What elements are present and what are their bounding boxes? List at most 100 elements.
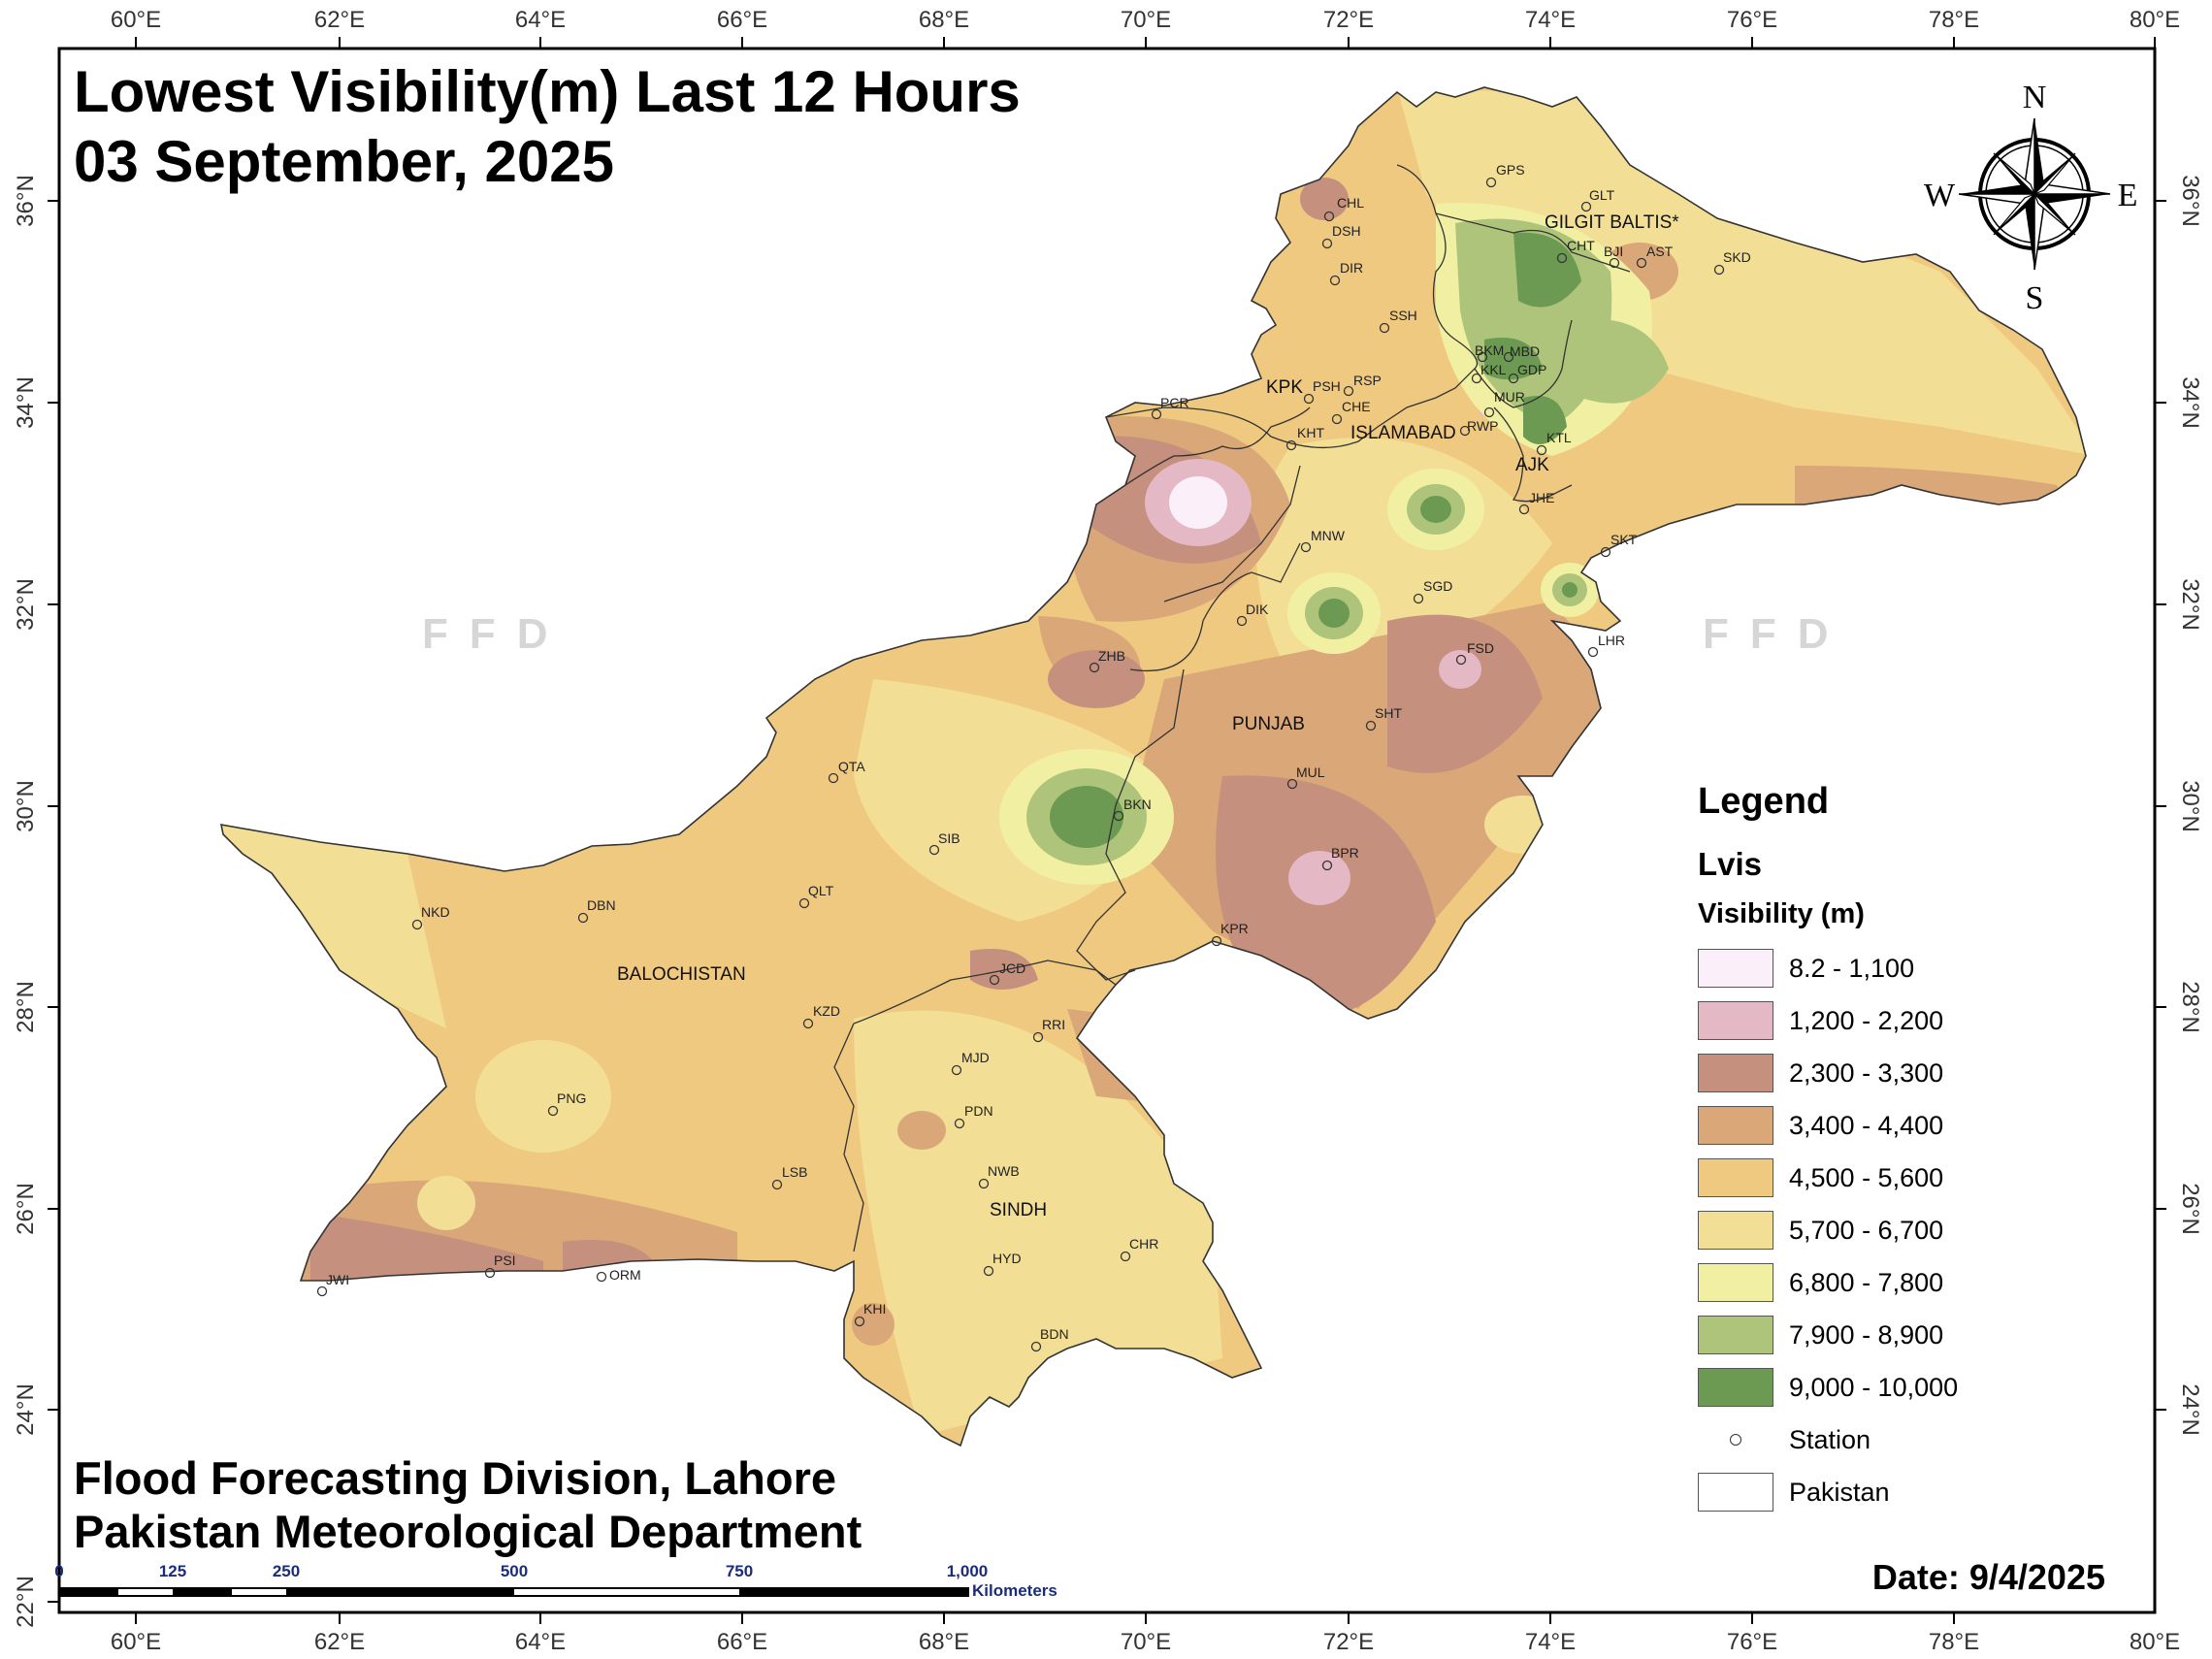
lat-tick: 26°N bbox=[13, 1183, 39, 1235]
lon-tick: 64°E bbox=[515, 7, 566, 33]
date-label: Date: 9/4/2025 bbox=[1871, 1557, 2105, 1597]
station-marker bbox=[951, 1064, 962, 1076]
station-marker bbox=[854, 1316, 865, 1327]
station-marker bbox=[1477, 351, 1488, 363]
lat-tick: 28°N bbox=[2177, 981, 2203, 1033]
scale-tick: 500 bbox=[501, 1562, 528, 1580]
station-label: RWP bbox=[1467, 418, 1498, 434]
station-label: DBN bbox=[587, 897, 616, 913]
station-label: BKM bbox=[1475, 342, 1504, 358]
station-label: MUL bbox=[1296, 764, 1325, 780]
compass-n: N bbox=[2023, 80, 2047, 115]
lat-tick: 36°N bbox=[2177, 175, 2203, 227]
legend-swatch bbox=[1698, 1001, 1773, 1040]
station-label: SKT bbox=[1610, 532, 1638, 547]
legend-class-label: 8.2 - 1,100 bbox=[1789, 953, 1915, 983]
station-marker bbox=[1556, 252, 1568, 264]
station-label: PSH bbox=[1313, 378, 1341, 394]
station-marker bbox=[1321, 860, 1333, 871]
station-marker bbox=[1236, 615, 1248, 627]
province-label-punjab: PUNJAB bbox=[1232, 714, 1305, 734]
legend-swatch bbox=[1698, 949, 1773, 988]
province-label-sindh: SINDH bbox=[990, 1200, 1047, 1220]
map-subtitle-date: 03 September, 2025 bbox=[74, 129, 615, 194]
lon-tick: 60°E bbox=[111, 1629, 161, 1655]
station-marker bbox=[1089, 662, 1100, 673]
station-label: MJD bbox=[961, 1050, 990, 1065]
compass-e: E bbox=[2118, 178, 2138, 213]
station-label: FSD bbox=[1467, 640, 1494, 656]
scale-tick: 250 bbox=[273, 1562, 300, 1580]
station-marker bbox=[1636, 257, 1647, 269]
province-label-ajk: AJK bbox=[1515, 455, 1549, 475]
legend-class-label: 4,500 - 5,600 bbox=[1789, 1162, 1944, 1192]
station-label: PSI bbox=[494, 1252, 516, 1268]
lat-labels-left: 36°N 34°N 32°N 30°N 28°N 26°N 24°N 22°N bbox=[13, 175, 39, 1628]
legend-class-row: 7,900 - 8,900 bbox=[1698, 1309, 2066, 1361]
legend-swatch bbox=[1698, 1368, 1773, 1407]
station-label: KPR bbox=[1220, 921, 1249, 936]
scale-tick: 750 bbox=[726, 1562, 753, 1580]
station-marker bbox=[1459, 425, 1471, 437]
watermark-right: FFD bbox=[1703, 610, 1850, 658]
lat-tick: 30°N bbox=[13, 780, 39, 832]
station-marker bbox=[1455, 654, 1467, 666]
legend: Legend Lvis Visibility (m) 8.2 - 1,100 1,… bbox=[1698, 781, 2066, 1518]
lat-tick: 36°N bbox=[13, 175, 39, 227]
station-marker bbox=[983, 1265, 994, 1277]
footer-org-line2: Pakistan Meteorological Department bbox=[74, 1506, 862, 1557]
station-marker bbox=[1113, 810, 1124, 822]
lon-tick: 62°E bbox=[314, 7, 365, 33]
lat-tick: 32°N bbox=[13, 578, 39, 631]
station-label: ORM bbox=[609, 1267, 641, 1283]
station-marker bbox=[1120, 1251, 1131, 1262]
visibility-zones bbox=[221, 87, 2086, 1436]
boundary-swatch bbox=[1698, 1473, 1773, 1512]
lat-tick: 30°N bbox=[2177, 780, 2203, 832]
station-label: PDN bbox=[964, 1103, 993, 1119]
legend-class-row: 5,700 - 6,700 bbox=[1698, 1204, 2066, 1256]
legend-class-label: 1,200 - 2,200 bbox=[1789, 1005, 1944, 1035]
legend-class-label: 2,300 - 3,300 bbox=[1789, 1057, 1944, 1088]
station-label: QLT bbox=[808, 883, 834, 898]
station-label: CHT bbox=[1567, 238, 1595, 253]
station-label: SSH bbox=[1389, 308, 1417, 323]
station-label: JCD bbox=[999, 960, 1025, 976]
station-label: JWI bbox=[326, 1272, 349, 1287]
legend-class-row: 8.2 - 1,100 bbox=[1698, 942, 2066, 994]
station-marker bbox=[1471, 373, 1482, 384]
station-labels: GPS GLT CHL DSH CHT BJI AST SKD DIR SSH … bbox=[326, 162, 1751, 1342]
legend-field: Visibility (m) bbox=[1698, 898, 1865, 929]
legend-swatch bbox=[1698, 1054, 1773, 1092]
station-label: GLT bbox=[1589, 187, 1615, 203]
compass-s: S bbox=[2026, 280, 2044, 316]
station-label: BKN bbox=[1123, 797, 1152, 812]
station-marker bbox=[798, 897, 810, 909]
legend-boundary-label: Pakistan bbox=[1789, 1477, 1890, 1507]
station-label: MNW bbox=[1311, 528, 1346, 543]
legend-class-row: 6,800 - 7,800 bbox=[1698, 1256, 2066, 1309]
station-marker bbox=[1609, 257, 1620, 269]
station-label: SGD bbox=[1423, 578, 1452, 594]
station-label: DSH bbox=[1332, 223, 1361, 239]
station-marker bbox=[484, 1267, 496, 1279]
station-label: KZD bbox=[813, 1003, 840, 1019]
lon-tick: 72°E bbox=[1323, 1629, 1374, 1655]
station-marker bbox=[596, 1271, 607, 1283]
footer-org-line1: Flood Forecasting Division, Lahore bbox=[74, 1452, 837, 1504]
legend-swatch bbox=[1698, 1158, 1773, 1197]
scale-seg bbox=[232, 1589, 286, 1595]
legend-class-label: 5,700 - 6,700 bbox=[1789, 1215, 1944, 1245]
station-marker bbox=[1536, 444, 1547, 456]
graticule-ticks bbox=[48, 37, 2166, 1624]
lon-tick: 62°E bbox=[314, 1629, 365, 1655]
lon-tick: 64°E bbox=[515, 1629, 566, 1655]
lon-tick: 80°E bbox=[2130, 7, 2180, 33]
legend-class-label: 6,800 - 7,800 bbox=[1789, 1267, 1944, 1297]
compass-star-icon bbox=[1958, 117, 2111, 271]
station-marker bbox=[978, 1178, 990, 1189]
station-marker bbox=[989, 974, 1000, 986]
station-label: SHT bbox=[1375, 705, 1402, 721]
station-marker bbox=[1485, 177, 1497, 188]
station-marker bbox=[577, 912, 589, 924]
